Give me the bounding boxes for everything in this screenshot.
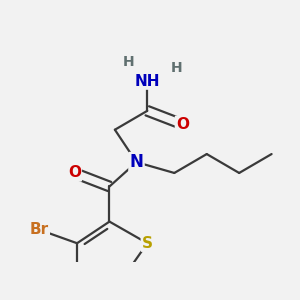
Text: N: N — [130, 153, 143, 171]
Text: NH: NH — [134, 74, 160, 88]
Text: S: S — [142, 236, 153, 251]
Text: H: H — [171, 61, 183, 75]
Text: O: O — [176, 117, 189, 132]
Text: O: O — [68, 166, 81, 181]
Text: Br: Br — [30, 222, 49, 237]
Text: H: H — [123, 55, 134, 69]
